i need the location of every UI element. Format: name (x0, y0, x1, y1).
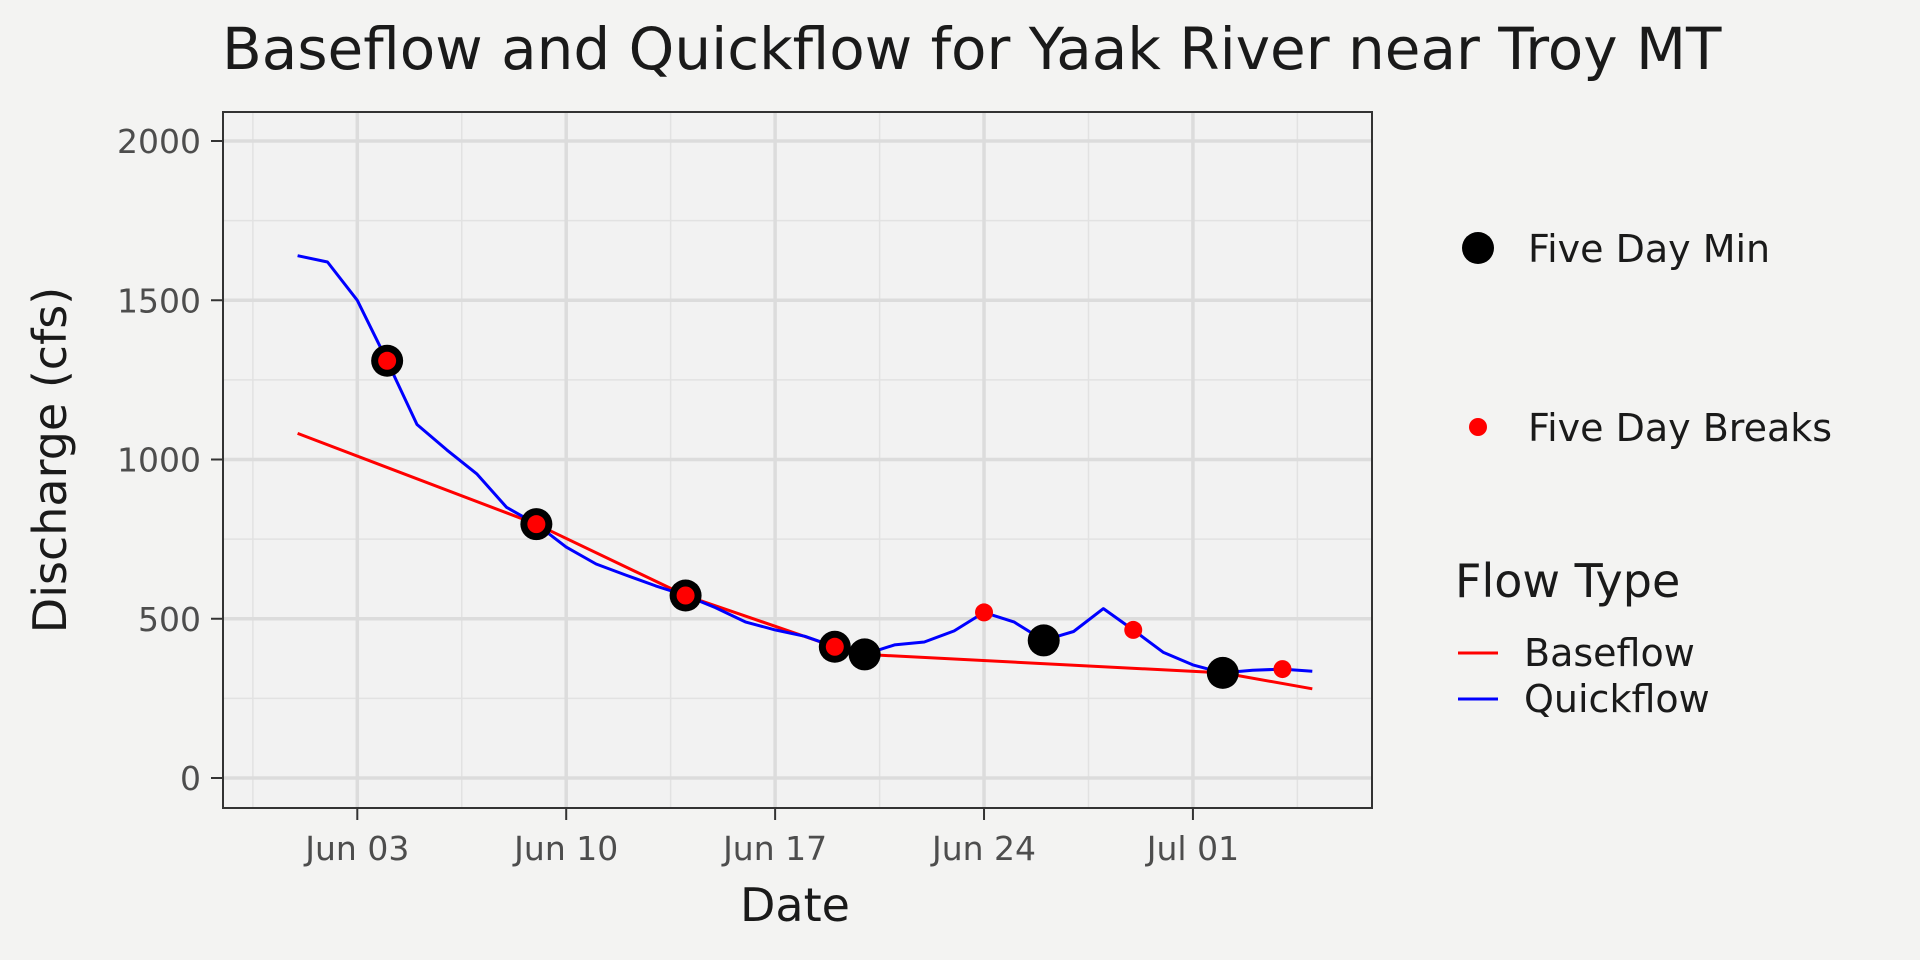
five-day-breaks-point (676, 586, 695, 605)
legend: Five Day Min Five Day Breaks Flow Type B… (1455, 227, 1832, 721)
legend-five-day-breaks-label: Five Day Breaks (1528, 406, 1832, 450)
five-day-breaks-points (378, 351, 1292, 679)
chart-title: Baseflow and Quickflow for Yaak River ne… (222, 15, 1722, 83)
x-axis-title: Date (740, 878, 850, 932)
five-day-breaks-point (378, 351, 397, 370)
grid-major (223, 112, 1372, 808)
x-tick-label: Jul 01 (1145, 829, 1239, 868)
five-day-breaks-point (975, 603, 994, 622)
x-tick-label: Jun 10 (512, 829, 618, 868)
five-day-breaks-point (1124, 620, 1143, 639)
five-day-min-point (848, 638, 881, 671)
legend-baseflow-label: Baseflow (1524, 631, 1695, 675)
series-line-quickflow (297, 254, 1313, 675)
x-axis: Jun 03 Jun 10 Jun 17 Jun 24 Jul 01 (303, 808, 1239, 868)
five-day-breaks-point (1273, 660, 1292, 679)
y-tick-label: 2000 (117, 122, 201, 161)
legend-five-day-min-symbol (1462, 232, 1494, 264)
five-day-min-point (1206, 656, 1239, 689)
y-axis-title: Discharge (cfs) (23, 287, 77, 633)
legend-title: Flow Type (1455, 554, 1680, 608)
legend-quickflow-label: Quickflow (1524, 677, 1710, 721)
five-day-min-point (1027, 624, 1060, 657)
legend-five-day-min-label: Five Day Min (1528, 227, 1770, 271)
x-tick-label: Jun 24 (930, 829, 1036, 868)
y-tick-label: 1500 (117, 281, 201, 320)
y-tick-label: 0 (180, 759, 201, 798)
x-tick-label: Jun 03 (303, 829, 409, 868)
five-day-breaks-point (825, 637, 844, 656)
x-tick-label: Jun 17 (721, 829, 827, 868)
five-day-breaks-point (527, 515, 546, 534)
y-axis: 0 500 1000 1500 2000 (117, 122, 223, 798)
legend-five-day-breaks-symbol (1469, 418, 1487, 436)
y-tick-label: 500 (138, 600, 201, 639)
y-tick-label: 1000 (117, 441, 201, 480)
